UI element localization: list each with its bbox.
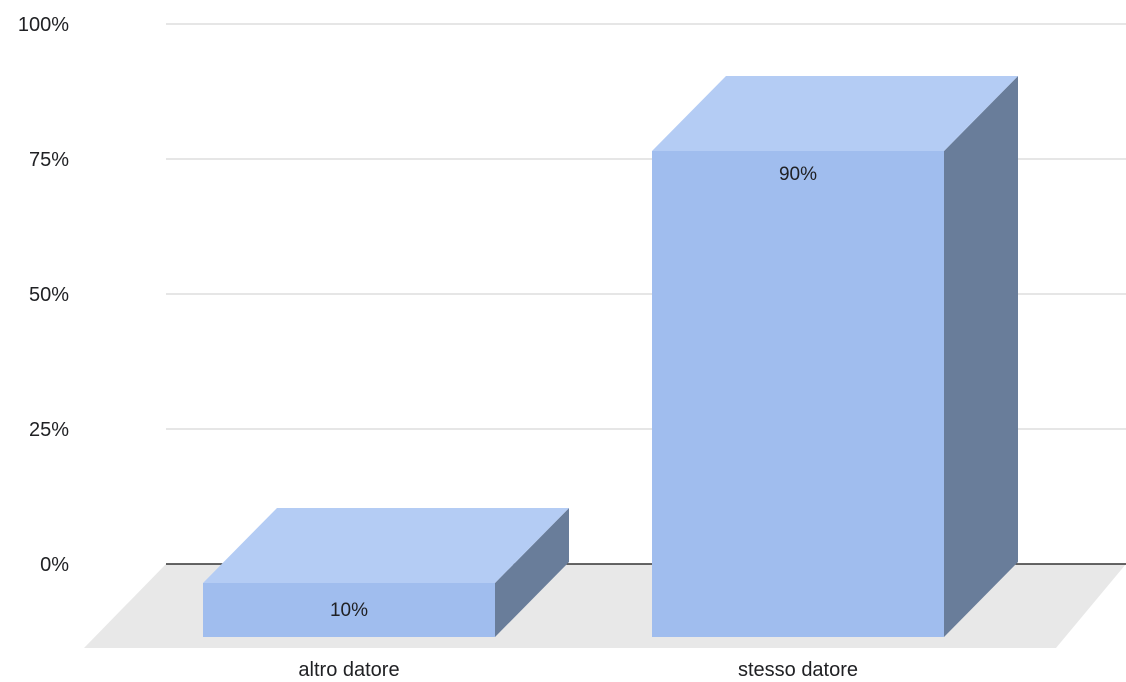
bar-top-face — [203, 508, 569, 583]
bar-side-face — [944, 76, 1018, 637]
y-tick-label: 0% — [40, 554, 69, 576]
y-tick-label: 100% — [18, 14, 69, 36]
y-tick-label: 50% — [29, 284, 69, 306]
bar — [652, 76, 1018, 637]
labels-layer: 0% 25% 50% 75% 100% 10% altro datore 90% stesso … — [18, 14, 858, 681]
y-tick-label: 25% — [29, 419, 69, 441]
bar-front-face — [203, 583, 495, 637]
bar-front-face — [652, 151, 944, 637]
bar-data-label: 10% — [330, 600, 368, 621]
bars-layer — [203, 76, 1018, 637]
bar-top-face — [652, 76, 1018, 151]
bar-data-label: 90% — [779, 164, 817, 185]
x-category-label: altro datore — [298, 659, 399, 681]
bar — [203, 508, 569, 637]
x-category-label: stesso datore — [738, 659, 858, 681]
bar-side-face — [495, 508, 569, 637]
y-tick-label: 75% — [29, 149, 69, 171]
